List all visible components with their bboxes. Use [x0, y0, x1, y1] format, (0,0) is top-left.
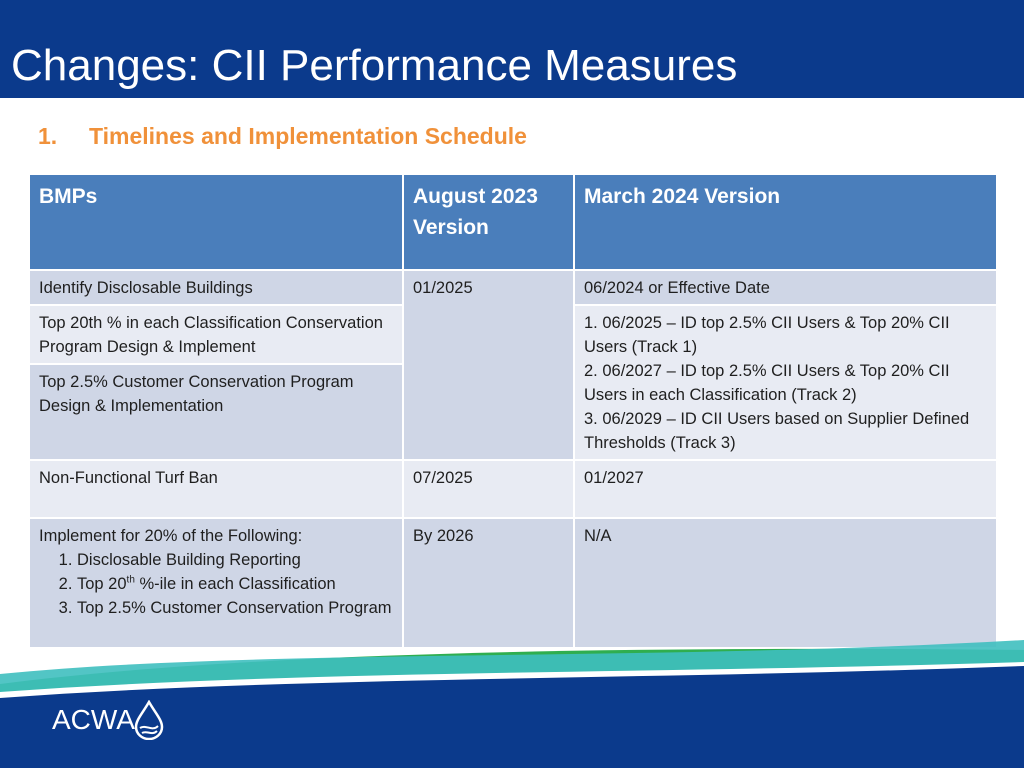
cell-bmp: Identify Disclosable Buildings — [28, 269, 404, 306]
header-bmps: BMPs — [28, 173, 404, 271]
table-header-row: BMPs August 2023 Version March 2024 Vers… — [28, 173, 998, 271]
bmp-list: Disclosable Building Reporting Top 20th … — [39, 548, 393, 620]
table-row: Identify Disclosable Buildings 01/2025 0… — [28, 269, 998, 461]
cell-march: 01/2027 — [573, 459, 998, 519]
list-intro: Implement for 20% of the Following: — [39, 527, 303, 545]
cell-march: N/A — [573, 517, 998, 649]
cell-march: 06/2024 or Effective Date — [573, 269, 998, 306]
cell-bmp-list: Implement for 20% of the Following: Disc… — [28, 517, 404, 649]
table-row: Top 2.5% Customer Conservation Program D… — [28, 363, 997, 461]
track-3-line: 3. 06/2029 – ID CII Users based on Suppl… — [584, 410, 970, 452]
section-number: 1. — [38, 123, 58, 149]
cell-august: 07/2025 — [402, 459, 575, 519]
schedule-table: BMPs August 2023 Version March 2024 Vers… — [28, 173, 998, 649]
list-item: Top 20th %-ile in each Classification — [77, 572, 393, 596]
item-text-post: %-ile in each Classification — [134, 575, 336, 593]
slide-title: Changes: CII Performance Measures — [11, 41, 738, 90]
acwa-logo-text: ACWA — [52, 704, 135, 735]
cell-march-tracks: 1. 06/2025 – ID top 2.5% CII Users & Top… — [573, 304, 998, 461]
cell-bmp: Top 2.5% Customer Conservation Program D… — [28, 363, 404, 461]
slide-header: Changes: CII Performance Measures — [0, 0, 1024, 98]
water-drop-icon — [134, 700, 164, 740]
footer-wave — [0, 640, 1024, 768]
wave-dark-blue — [0, 666, 1024, 768]
cell-bmp: Non-Functional Turf Ban — [28, 459, 404, 519]
header-march-2024: March 2024 Version — [573, 173, 998, 271]
cell-august: 01/2025 — [402, 269, 575, 461]
section-title: Timelines and Implementation Schedule — [89, 123, 527, 149]
table-row: Implement for 20% of the Following: Disc… — [28, 517, 998, 649]
section-heading: 1. Timelines and Implementation Schedule — [38, 123, 527, 150]
header-august-2023: August 2023 Version — [402, 173, 575, 271]
item-superscript: th — [126, 574, 135, 586]
table-row: Non-Functional Turf Ban 07/2025 01/2027 — [28, 459, 998, 519]
cell-bmp: Top 20th % in each Classification Conser… — [28, 304, 404, 365]
track-1-line: 1. 06/2025 – ID top 2.5% CII Users & Top… — [584, 314, 950, 356]
list-item: Disclosable Building Reporting — [77, 548, 393, 572]
list-item: Top 2.5% Customer Conservation Program — [77, 596, 393, 620]
cell-august: By 2026 — [402, 517, 575, 649]
track-2-line: 2. 06/2027 – ID top 2.5% CII Users & Top… — [584, 362, 950, 404]
item-text-pre: Top 20 — [77, 575, 127, 593]
table-row: Top 20th % in each Classification Conser… — [28, 304, 998, 461]
